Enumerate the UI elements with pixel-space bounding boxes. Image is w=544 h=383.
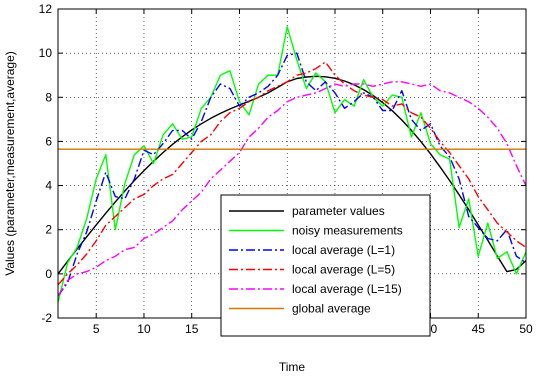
y-axis-label: Values (parameter,measurement,average) xyxy=(3,51,17,276)
y-tick-label: 0 xyxy=(45,267,52,281)
legend: parameter values noisy measurements local … xyxy=(220,194,431,337)
series-line-1 xyxy=(57,75,527,275)
legend-label-5: local average (L=15) xyxy=(292,282,402,296)
legend-label-2: noisy measurements xyxy=(292,224,403,238)
y-tick-label: 6 xyxy=(45,134,52,148)
x-tick-label: 5 xyxy=(93,322,100,336)
series-line-3 xyxy=(57,52,527,297)
series-line-5 xyxy=(57,81,527,297)
y-tick-label: 10 xyxy=(39,46,53,60)
series-lines xyxy=(57,26,527,303)
y-tick-label: 12 xyxy=(39,2,53,16)
x-tick-label: 10 xyxy=(137,322,151,336)
legend-label-3: local average (L=1) xyxy=(292,243,395,257)
y-tick-label: -2 xyxy=(41,311,52,325)
y-tick-label: 8 xyxy=(45,90,52,104)
series-line-4 xyxy=(57,61,527,286)
x-tick-label: 15 xyxy=(185,322,199,336)
legend-box xyxy=(220,194,431,337)
legend-label-1: parameter values xyxy=(292,204,385,218)
legend-label-6: global average xyxy=(292,302,371,316)
x-axis-label: Time xyxy=(279,360,306,374)
legend-label-4: local average (L=5) xyxy=(292,263,395,277)
x-tick-label: 50 xyxy=(519,322,533,336)
series-line-2 xyxy=(57,26,527,303)
x-tick-label: 45 xyxy=(472,322,486,336)
y-tick-label: 4 xyxy=(45,179,52,193)
y-tick-label: 2 xyxy=(45,223,52,237)
